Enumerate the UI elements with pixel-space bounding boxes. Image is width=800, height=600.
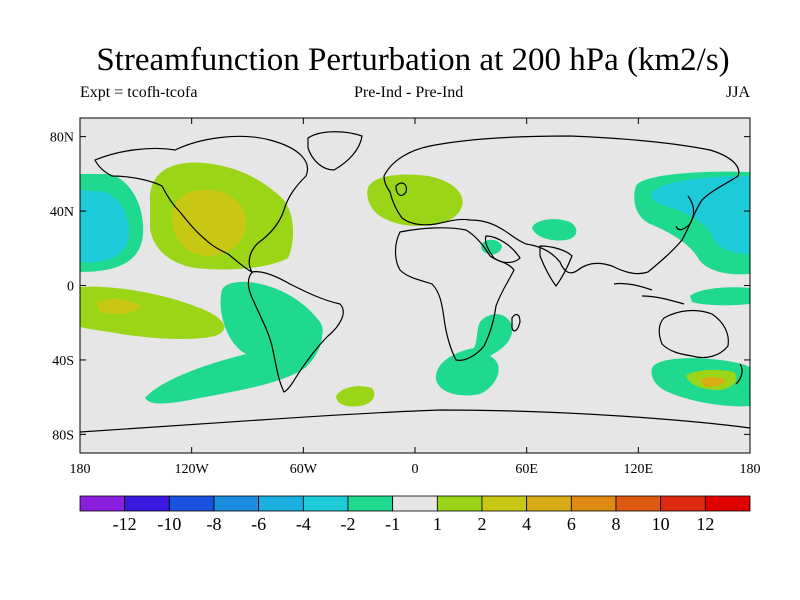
colorbar-label: 4 [522, 514, 531, 534]
coastline-north-america [94, 135, 308, 274]
chart-title: Streamfunction Perturbation at 200 hPa (… [96, 42, 730, 78]
x-tick-label: 60E [515, 462, 538, 477]
coastline-greenland [307, 131, 363, 171]
colorbar-swatch [615, 495, 662, 512]
colorbar-swatch [258, 495, 304, 512]
colorbar-label: -10 [157, 514, 181, 534]
axis-ticks: 180 120W 60W 0 60E 120E 180 80N 40N 0 40S 80S [50, 118, 761, 477]
y-tick-label: 40S [52, 354, 74, 369]
colorbar-swatch [660, 495, 706, 512]
y-tick-label: 80S [52, 428, 74, 443]
x-tick-label: 0 [412, 462, 419, 477]
colorbar-swatch [704, 495, 751, 512]
contour-south-america-negative [220, 281, 323, 361]
contour-tasman-core [700, 377, 726, 387]
colorbar-label: 6 [567, 514, 576, 534]
colorbar-label: -12 [113, 514, 137, 534]
contour-south-atlantic-small [336, 386, 375, 407]
colorbar-swatch [481, 495, 528, 512]
contour-north-america-inner [172, 189, 247, 256]
colorbar-swatch [124, 495, 170, 512]
colorbar-swatch [392, 495, 438, 512]
colorbar-swatch [213, 495, 260, 512]
contour-asia-negative [532, 219, 577, 241]
x-tick-label: 120E [624, 462, 654, 477]
contour-south-pacific-core [96, 298, 140, 314]
coastlines [80, 131, 750, 433]
colorbar-swatch [436, 495, 483, 512]
colorbar: -12 -10 -8 -6 -4 -2 -1 1 2 4 6 8 10 12 [79, 495, 751, 534]
x-tick-label: 120W [175, 462, 210, 477]
coastline-uk [395, 182, 407, 196]
colorbar-label: 2 [478, 514, 487, 534]
coastline-madagascar [511, 313, 521, 332]
coastline-antarctica [80, 409, 750, 433]
colorbar-label: 1 [433, 514, 442, 534]
coastline-south-america [247, 271, 344, 393]
colorbar-label: 8 [612, 514, 621, 534]
colorbar-label: -8 [207, 514, 222, 534]
contour-europe-positive [367, 174, 463, 226]
contour-pacific-west-core [80, 190, 130, 263]
colorbar-swatch [302, 495, 349, 512]
colorbar-label: -1 [385, 514, 400, 534]
coastline-arabia [484, 235, 521, 264]
colorbar-label: 12 [696, 514, 714, 534]
colorbar-swatch [168, 495, 215, 512]
coastline-africa [394, 227, 515, 361]
colorbar-label: -4 [296, 514, 311, 534]
contour-nw-pacific-core [650, 176, 750, 254]
season-label: JJA [726, 84, 751, 101]
x-tick-label: 180 [740, 462, 761, 477]
colorbar-swatch [526, 495, 572, 512]
contour-southern-band [145, 320, 322, 404]
colorbar-label: -2 [341, 514, 356, 534]
coastline-india [539, 245, 573, 288]
contour-fields [80, 162, 750, 407]
y-tick-label: 40N [50, 205, 74, 220]
coastline-japan [675, 195, 695, 231]
period-label: Pre-Ind - Pre-Ind [354, 84, 464, 101]
experiment-label: Expt = tcofh-tcofa [80, 84, 198, 101]
colorbar-swatch [347, 495, 394, 512]
x-tick-label: 60W [290, 462, 318, 477]
y-tick-label: 0 [67, 280, 74, 295]
coastline-new-zealand [735, 363, 743, 385]
colorbar-swatch [570, 495, 617, 512]
contour-tropical-west-pacific-negative [690, 287, 750, 306]
colorbar-label: -6 [251, 514, 266, 534]
coastline-europe-asia [383, 135, 740, 275]
coastline-indonesia [613, 282, 685, 305]
colorbar-swatch [79, 495, 126, 512]
coastline-australia [658, 309, 729, 359]
x-tick-label: 180 [70, 462, 91, 477]
y-tick-label: 80N [50, 131, 74, 146]
colorbar-label: 10 [652, 514, 670, 534]
